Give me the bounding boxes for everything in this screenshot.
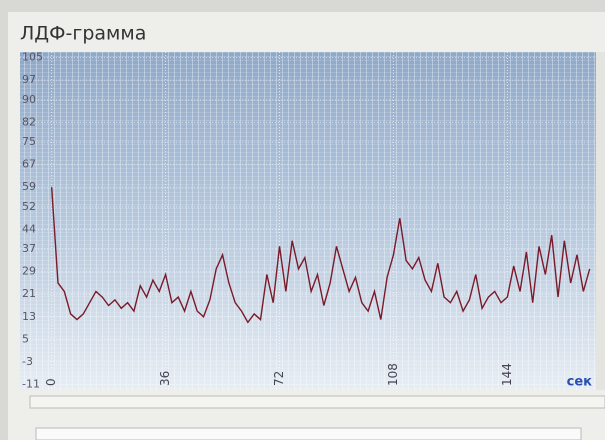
y-tick-label: 67	[22, 158, 36, 171]
x-tick-label: 36	[158, 371, 172, 386]
x-tick-label: 144	[500, 363, 514, 386]
y-tick-label: 44	[22, 222, 36, 235]
y-tick-label: 75	[22, 135, 36, 148]
y-tick-label: 90	[22, 93, 36, 106]
y-tick-label: 37	[22, 242, 36, 255]
x-tick-label: 72	[272, 371, 286, 386]
scrollbar[interactable]	[596, 52, 605, 390]
y-tick-label: -3	[22, 355, 33, 368]
y-tick-label: 82	[22, 115, 36, 128]
y-tick-label: -11	[22, 377, 40, 390]
x-tick-label: 0	[44, 378, 58, 386]
screen: ЛДФ-грамма 105 97 90 82 75 67 59 52 44 37 29 21 13 5 -…	[0, 0, 605, 440]
lower-panel	[36, 428, 581, 440]
scroll-track[interactable]	[30, 396, 605, 408]
y-tick-label: 5	[22, 332, 29, 345]
y-tick-label: 13	[22, 310, 36, 323]
x-axis-label: сек	[567, 375, 593, 390]
y-tick-label: 29	[22, 265, 36, 278]
y-tick-label: 105	[22, 51, 43, 64]
x-tick-label: 108	[386, 363, 400, 386]
y-tick-label: 52	[22, 200, 36, 213]
y-tick-label: 59	[22, 180, 36, 193]
y-tick-label: 21	[22, 287, 36, 300]
chart-title: ЛДФ-грамма	[20, 23, 146, 45]
y-tick-label: 97	[22, 73, 36, 86]
